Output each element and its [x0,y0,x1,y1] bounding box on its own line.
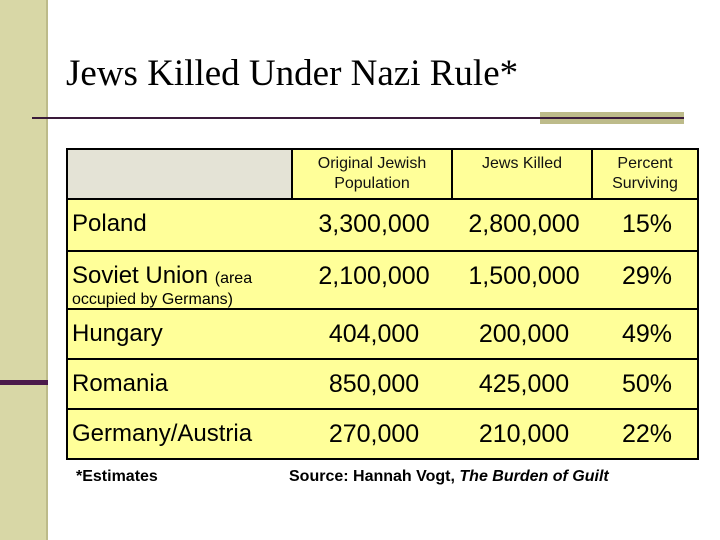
population-cell: 270,000 [328,420,420,448]
table-row: Hungary 404,000 200,000 49% [68,308,697,358]
left-decor-line [46,0,48,540]
country-cell: Poland [72,210,147,237]
population-cell: 404,000 [328,320,420,348]
header-killed: Jews Killed [451,148,593,200]
surviving-cell: 29% [621,262,673,290]
header-blank-cell [66,148,293,200]
table-row: Soviet Union (area occupied by Germans) … [68,250,697,308]
header-population: Original Jewish Population [291,148,453,200]
population-cell: 3,300,000 [318,210,430,238]
header-surviving: Percent Surviving [591,148,699,200]
surviving-cell: 49% [621,320,673,348]
country-cell: Soviet Union (area [72,262,253,289]
country-note: (area [214,270,253,287]
country-cell: Hungary [72,320,163,347]
surviving-cell: 50% [621,370,673,398]
left-accent-tick [0,380,48,385]
table-row: Romania 850,000 425,000 50% [68,358,697,408]
country-note-continued: occupied by Germans) [72,291,233,308]
slide-title: Jews Killed Under Nazi Rule* [66,53,519,94]
killed-cell: 210,000 [478,420,570,448]
population-cell: 2,100,000 [318,262,430,290]
source-work-title: The Burden of Guilt [459,468,609,485]
country-cell: Romania [72,370,169,397]
killed-cell: 2,800,000 [468,210,580,238]
source-citation: Source: Hannah Vogt, The Burden of Guilt [289,468,609,485]
killed-cell: 1,500,000 [468,262,580,290]
country-cell: Germany/Austria [72,420,253,447]
title-rule [32,117,684,119]
population-cell: 850,000 [328,370,420,398]
table-header-row: Original Jewish Population Jews Killed P… [66,148,699,200]
killed-cell: 425,000 [478,370,570,398]
surviving-cell: 22% [621,420,673,448]
surviving-cell: 15% [621,210,673,238]
table-body: Poland 3,300,000 2,800,000 15% Soviet Un… [66,200,699,460]
footnote: *Estimates [76,468,158,485]
left-decor-bar [0,0,46,540]
killed-cell: 200,000 [478,320,570,348]
table-row: Poland 3,300,000 2,800,000 15% [68,200,697,250]
table-row: Germany/Austria 270,000 210,000 22% [68,408,697,458]
